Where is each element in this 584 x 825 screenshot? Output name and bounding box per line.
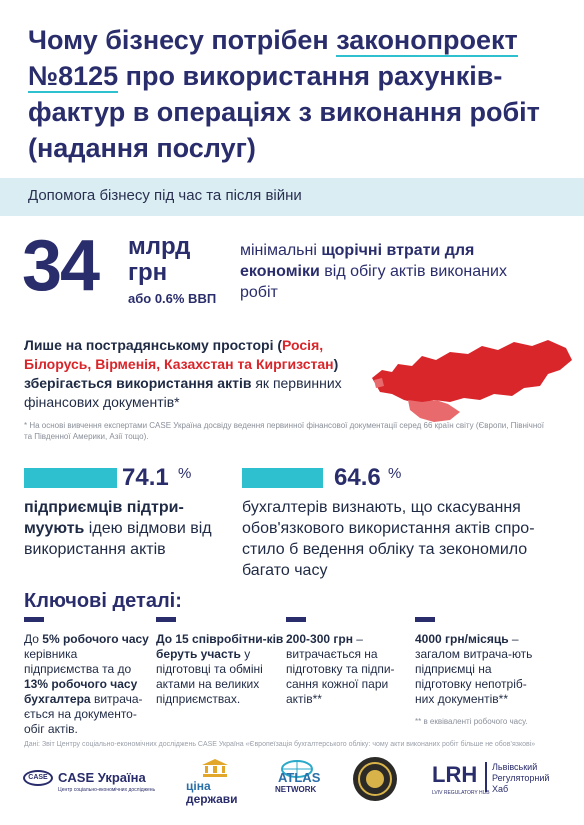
tsina-logo: ціна	[186, 779, 211, 793]
title-part2: про використання рахунків-фактур в опера…	[28, 61, 540, 163]
headline-text-post: від обігу актів виконаних робіт	[240, 263, 507, 301]
detail-text-part: у підготовці та обміні актами на великих…	[156, 647, 263, 706]
headline-gdp: або 0.6% ВВП	[128, 291, 217, 306]
case-logo: CASE Україна	[58, 770, 146, 785]
detail-text-part: До	[24, 632, 43, 646]
detail-divider	[286, 617, 306, 622]
headline-number: 34	[22, 226, 100, 306]
subtitle-text: Допомога бізнесу під час та після війни	[28, 187, 302, 204]
headline-unit: млрд грн	[128, 234, 190, 286]
derzhavy-logo: держави	[186, 792, 238, 806]
detail-text-bold: 13% робочого часу бухгалтера	[24, 677, 138, 706]
lrh-name: Львівський Регуляторний Хаб	[492, 762, 549, 795]
headline-text-pre: мінімальні	[240, 242, 322, 259]
title-part1: Чому бізнесу потрібен	[28, 25, 337, 55]
lrh-logo-subtitle: LVIV REGULATORY HUB	[432, 790, 490, 796]
source-note: Дані: Звіт Центру соціально-економічних …	[24, 741, 536, 748]
post-soviet-text: Лише на пострадянському просторі (Росія,…	[24, 336, 349, 412]
detail-text-part: керівника підприємства та до	[24, 647, 132, 676]
detail-text: 4000 грн/місяць – загалом витрача-ють пі…	[415, 632, 545, 707]
building-icon	[202, 759, 228, 777]
stat1-value: 74.1	[122, 464, 169, 491]
detail-text: До 5% робочого часу керівника підприємст…	[24, 632, 154, 737]
lrh-name-line1: Львівський	[492, 762, 538, 772]
detail-item: 200-300 грн – витрачається на підготовку…	[286, 617, 416, 707]
stat2-percent-sign: %	[388, 465, 402, 482]
stat1-percent-sign: %	[178, 465, 192, 482]
atlas-logo: ATLAS	[278, 770, 321, 785]
detail-text-bold: 4000 грн/місяць	[415, 632, 509, 646]
stat1-bold: підприємців підтри-муують	[24, 499, 184, 537]
detail-item: До 5% робочого часу керівника підприємст…	[24, 617, 154, 737]
stat1-rest: ідею відмови від використання актів	[24, 520, 212, 558]
post-soviet-map-icon	[372, 340, 572, 422]
title-highlight-number: №8125	[28, 61, 119, 93]
case-logo-icon: CASE	[23, 770, 53, 786]
post-soviet-mid: ) зберігається використання	[24, 356, 339, 391]
methodology-note: * На основі вивчення експертами CASE Укр…	[24, 421, 544, 441]
equivalent-note: ** в еквіваленті робочого часу.	[415, 717, 528, 726]
association-seal-icon	[353, 757, 397, 801]
lrh-name-line3: Хаб	[492, 784, 509, 794]
detail-text: 200-300 грн – витрачається на підготовку…	[286, 632, 416, 707]
detail-text-part: – загалом витрача-ють підприємці на підг…	[415, 632, 533, 706]
lrh-name-line2: Регуляторний	[492, 773, 550, 783]
subtitle-band: Допомога бізнесу під час та після війни	[0, 178, 584, 216]
title-highlight-bill: законопроект	[336, 25, 518, 57]
headline-unit-line1: млрд	[128, 233, 191, 260]
page-title: Чому бізнесу потрібен законопроект №8125 …	[28, 22, 558, 166]
stat2-bar	[242, 468, 323, 488]
detail-divider	[24, 617, 44, 622]
detail-text-part: – витрачається на підготовку та підпи-са…	[286, 632, 395, 706]
atlas-network-logo: NETWORK	[275, 785, 317, 794]
detail-text-bold: До 15 співробітни-ків беруть участь	[156, 632, 284, 661]
detail-text-part: витрача-ється на документо-обіг актів.	[24, 692, 143, 736]
stat1-text: підприємців підтри-муують ідею відмови в…	[24, 497, 224, 560]
detail-text-bold: 5% робочого часу	[42, 632, 149, 646]
detail-item: 4000 грн/місяць – загалом витрача-ють пі…	[415, 617, 545, 707]
headline-description: мінімальні щорічні втрати для економіки …	[240, 240, 530, 303]
atlas-globe-icon	[281, 760, 313, 778]
stat2-text: бухгалтерів визнають, що скасування обов…	[242, 499, 535, 579]
detail-divider	[415, 617, 435, 622]
detail-text-bold: 200-300 грн	[286, 632, 353, 646]
post-soviet-lead: Лише на пострадянському просторі (	[24, 337, 283, 353]
case-logo-subtitle: Центр соціально-економічних досліджень	[58, 787, 156, 793]
post-soviet-bold2: актів	[217, 375, 252, 391]
post-soviet-tail: як первинних фінансових документів*	[24, 375, 342, 410]
detail-divider	[156, 617, 176, 622]
stat1-bar	[24, 468, 117, 488]
stat2-value: 64.6	[334, 464, 381, 491]
lrh-logo: LRH	[432, 762, 478, 787]
headline-text-bold: щорічні втрати для економіки	[240, 242, 475, 280]
detail-item: До 15 співробітни-ків беруть участь у пі…	[156, 617, 286, 707]
headline-unit-line2: грн	[128, 259, 168, 286]
key-details-title: Ключові деталі:	[24, 590, 182, 612]
lrh-divider	[485, 762, 487, 792]
post-soviet-countries: Росія, Білорусь, Вірменія, Казахстан та …	[24, 337, 334, 372]
detail-text: До 15 співробітни-ків беруть участь у пі…	[156, 632, 286, 707]
